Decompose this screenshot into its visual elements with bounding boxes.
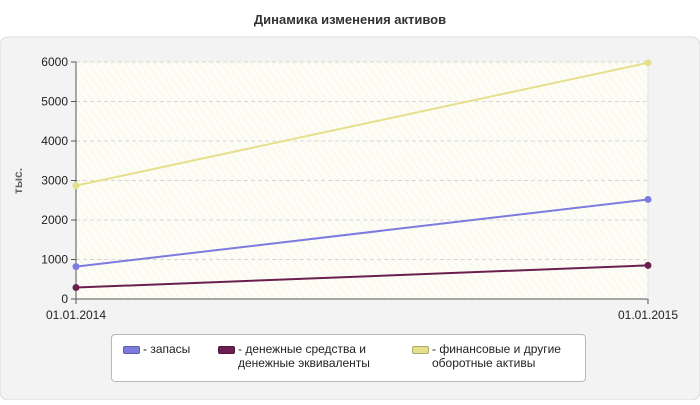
series [72, 59, 652, 292]
legend-item-zapasy: - запасы [123, 342, 190, 356]
data-point-2-1 [644, 59, 652, 67]
y-tick-label: 2000 [41, 213, 68, 227]
chart-title: Динамика изменения активов [254, 12, 446, 27]
legend: - запасы - денежные средства и денежные … [111, 334, 586, 382]
grid [76, 61, 648, 260]
legend-swatch-cash [218, 346, 235, 354]
y-tick-label: 0 [61, 292, 68, 306]
y-tick-label: 5000 [41, 95, 68, 109]
data-point-1-0 [72, 284, 80, 292]
x-tick-label: 01.01.2015 [618, 308, 678, 322]
data-point-2-0 [72, 182, 80, 190]
x-tick-label: 01.01.2014 [46, 308, 106, 322]
y-tick-label: 3000 [41, 174, 68, 188]
series-line-2 [75, 61, 649, 187]
data-point-1-1 [644, 261, 652, 269]
y-tick-label: 4000 [41, 134, 68, 148]
legend-swatch-zapasy [123, 346, 140, 354]
series-line-0 [75, 198, 649, 268]
legend-label-zapasy: - запасы [143, 342, 191, 356]
y-tick-label: 6000 [41, 55, 68, 69]
legend-item-cash: - денежные средства и денежные эквивален… [218, 342, 370, 370]
legend-label-cash: - денежные средства и денежные эквивален… [238, 342, 370, 370]
legend-label-other: - финансовые и другие оборотные активы [432, 342, 561, 370]
legend-swatch-other [412, 346, 429, 354]
data-point-0-0 [72, 263, 80, 271]
legend-item-other: - финансовые и другие оборотные активы [412, 342, 561, 370]
y-tick-label: 1000 [41, 253, 68, 267]
axes: 0 1000 2000 3000 4000 5000 6000 01.01.2014 01.01… [41, 55, 678, 322]
series-line-1 [75, 264, 649, 289]
y-axis-label: тыс. [11, 168, 25, 194]
data-point-0-1 [644, 195, 652, 203]
